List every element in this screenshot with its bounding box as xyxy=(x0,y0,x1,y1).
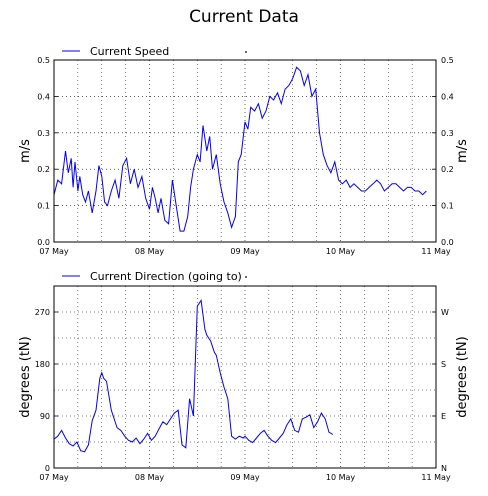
y-tick-label-right: 0.4 xyxy=(441,92,454,101)
x-tick-label: 10 May xyxy=(326,473,356,482)
series-line xyxy=(53,298,334,453)
chart-title: Current Data xyxy=(189,7,299,27)
plot-frame xyxy=(53,285,437,469)
y-tick-label: 270 xyxy=(35,308,50,317)
y-tick-label: 0.1 xyxy=(37,202,50,211)
series-line xyxy=(53,66,427,232)
y-tick-label-right: 0.1 xyxy=(441,202,454,211)
y-tick-label-right: S xyxy=(441,360,446,369)
y-tick-label-right: W xyxy=(441,308,449,317)
y-axis-label: degrees (tN) xyxy=(18,336,33,417)
x-tick-label: 07 May xyxy=(39,247,69,256)
y-axis-label-right: m/s xyxy=(455,139,470,163)
plot-frame xyxy=(53,59,437,243)
x-tick-label: 11 May xyxy=(421,247,451,256)
x-tick-label: 11 May xyxy=(421,473,451,482)
y-axis-label: m/s xyxy=(18,139,33,163)
legend-label: Current Direction (going to) xyxy=(90,270,242,283)
y-tick-label: 0.5 xyxy=(37,56,50,65)
x-tick-label: 07 May xyxy=(39,473,69,482)
legend-dot-marker xyxy=(245,276,247,278)
y-tick-label-right: E xyxy=(441,412,446,421)
y-tick-label: 0.2 xyxy=(37,165,50,174)
y-tick-label: 0.0 xyxy=(37,238,50,247)
y-tick-label: 180 xyxy=(35,360,50,369)
legend-dot-marker xyxy=(245,51,247,53)
legend-label: Current Speed xyxy=(90,45,169,58)
x-tick-label: 09 May xyxy=(230,247,260,256)
y-tick-label: 0 xyxy=(45,464,50,473)
y-axis-label-right: degrees (tN) xyxy=(455,336,470,417)
y-tick-label: 0.3 xyxy=(37,129,50,138)
x-tick-label: 08 May xyxy=(135,247,165,256)
y-tick-label: 0.4 xyxy=(37,92,50,101)
y-tick-label-right: 0.0 xyxy=(441,238,454,247)
y-tick-label: 90 xyxy=(40,412,50,421)
y-tick-label-right: N xyxy=(441,464,447,473)
x-tick-label: 09 May xyxy=(230,473,260,482)
x-tick-label: 10 May xyxy=(326,247,356,256)
y-tick-label-right: 0.5 xyxy=(441,56,454,65)
x-tick-label: 08 May xyxy=(135,473,165,482)
y-tick-label-right: 0.3 xyxy=(441,129,454,138)
y-tick-label-right: 0.2 xyxy=(441,165,454,174)
